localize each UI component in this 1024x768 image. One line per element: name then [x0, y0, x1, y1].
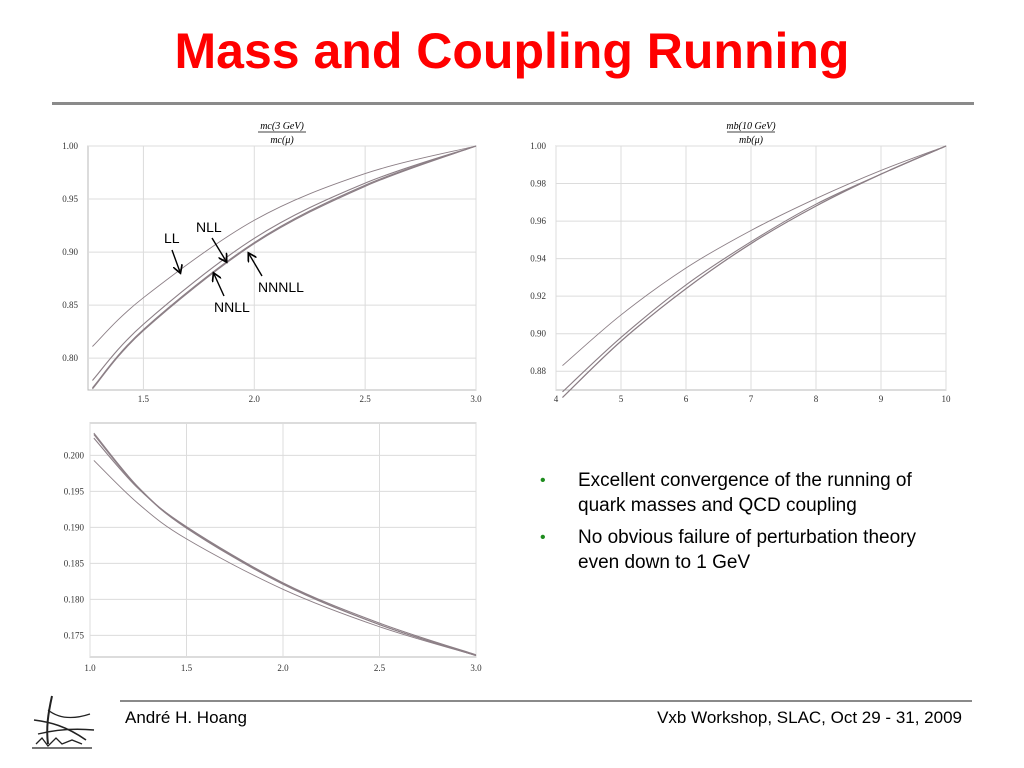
y-tick-label: 0.180 — [64, 594, 85, 604]
y-tick-label: 0.80 — [62, 353, 78, 363]
x-tick-label: 2.5 — [360, 394, 372, 404]
y-tick-label: 0.175 — [64, 630, 85, 640]
x-tick-label: 1.5 — [181, 663, 193, 673]
y-tick-label: 0.185 — [64, 558, 85, 568]
plot-frame — [87, 145, 477, 391]
series-line-nnnll — [92, 145, 477, 390]
x-tick-label: 3.0 — [470, 394, 482, 404]
x-tick-label: 1.0 — [84, 663, 96, 673]
y-tick-label: 0.94 — [530, 254, 546, 264]
bullet-text: Excellent convergence of the running of … — [578, 470, 912, 516]
bullet-dot-icon: • — [540, 472, 546, 489]
y-tick-label: 0.95 — [62, 194, 78, 204]
y-axis-label-numerator: mb(10 GeV) — [726, 121, 776, 132]
y-tick-label: 0.90 — [62, 247, 78, 257]
y-tick-label: 0.96 — [530, 216, 546, 226]
series-line-ll — [92, 145, 477, 347]
bullet-dot-icon: • — [540, 529, 546, 546]
chart-1: 1.5 2.0 2.5 3.0 0.80 0.85 0.90 0.95 1.00 mc(3 GeV… — [62, 121, 482, 404]
annotation-nnnll: NNNLL — [258, 279, 304, 295]
y-tick-label: 0.98 — [530, 179, 546, 189]
y-axis-label-numerator: mc(3 GeV) — [260, 121, 304, 132]
x-tick-label: 7 — [749, 394, 754, 404]
bullet-item: • Excellent convergence of the running o… — [536, 468, 956, 518]
y-tick-label: 0.90 — [530, 329, 546, 339]
x-tick-label: 2.0 — [249, 394, 261, 404]
footer-rule — [120, 700, 972, 702]
series-line-1 — [562, 145, 947, 366]
bullet-list: • Excellent convergence of the running o… — [536, 468, 956, 582]
x-tick-label: 4 — [554, 394, 559, 404]
annotation-arrow — [214, 274, 225, 297]
y-axis-label-denominator: mb(μ) — [739, 135, 764, 146]
footer-event: Vxb Workshop, SLAC, Oct 29 - 31, 2009 — [657, 708, 962, 727]
x-tick-label: 8 — [814, 394, 819, 404]
institute-logo-icon — [32, 695, 95, 749]
annotation-arrow — [171, 249, 180, 272]
bullet-text: No obvious failure of perturbation theor… — [578, 527, 916, 573]
annotation-arrow — [249, 254, 263, 277]
x-tick-label: 10 — [942, 394, 952, 404]
y-tick-label: 0.92 — [530, 291, 546, 301]
x-tick-label: 3.0 — [470, 663, 482, 673]
x-tick-label: 1.5 — [138, 394, 150, 404]
y-tick-label: 0.190 — [64, 522, 85, 532]
y-tick-label: 0.85 — [62, 300, 78, 310]
slide-title: Mass and Coupling Running — [174, 23, 850, 79]
x-tick-label: 2.5 — [374, 663, 386, 673]
x-tick-label: 6 — [684, 394, 689, 404]
title-rule — [52, 102, 974, 105]
annotation-arrow — [211, 237, 226, 261]
annotation-nll: NLL — [196, 219, 222, 235]
y-tick-label: 0.88 — [530, 366, 546, 376]
y-axis-label-denominator: mc(μ) — [270, 135, 294, 146]
y-tick-label: 0.195 — [64, 486, 85, 496]
x-tick-label: 5 — [619, 394, 624, 404]
footer-author: André H. Hoang — [125, 708, 247, 727]
chart-2: 4 5 6 7 8 9 10 0.88 0.90 0.92 0.94 0.96 0.98 1.00 mb(1… — [530, 121, 951, 404]
series-line-4 — [93, 437, 477, 656]
chart-3: 1.0 1.5 2.0 2.5 3.0 0.175 0.180 0.185 0.190 0.195… — [64, 422, 482, 673]
bullet-item: • No obvious failure of perturbation the… — [536, 525, 956, 575]
annotation-nnll: NNLL — [214, 299, 250, 315]
y-tick-label: 0.200 — [64, 450, 85, 460]
y-tick-label: 1.00 — [530, 141, 546, 151]
series-line-nnll — [92, 145, 477, 389]
chart-1-annotations: LL NLL NNLL NNNLL — [164, 219, 304, 315]
series-line-1 — [93, 460, 477, 656]
x-tick-label: 2.0 — [277, 663, 289, 673]
annotation-ll: LL — [164, 230, 180, 246]
y-tick-label: 1.00 — [62, 141, 78, 151]
x-tick-label: 9 — [879, 394, 884, 404]
series-line-nll — [92, 145, 477, 381]
series-line-4 — [562, 145, 947, 398]
